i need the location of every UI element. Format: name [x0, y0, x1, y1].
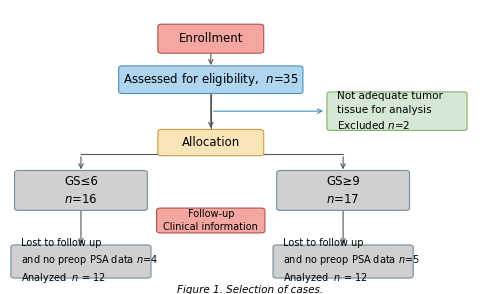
- Text: GS≤6
$n$=16: GS≤6 $n$=16: [64, 175, 98, 206]
- FancyBboxPatch shape: [158, 24, 264, 53]
- FancyBboxPatch shape: [273, 245, 413, 278]
- FancyBboxPatch shape: [327, 92, 467, 131]
- FancyBboxPatch shape: [11, 245, 151, 278]
- FancyBboxPatch shape: [276, 171, 409, 211]
- FancyBboxPatch shape: [14, 171, 147, 211]
- Text: Assessed for eligibility,  $n$=35: Assessed for eligibility, $n$=35: [123, 71, 298, 88]
- FancyBboxPatch shape: [158, 129, 264, 156]
- Text: Follow-up
Clinical information: Follow-up Clinical information: [164, 209, 258, 232]
- Text: Not adequate tumor
tissue for analysis
Excluded $n$=2: Not adequate tumor tissue for analysis E…: [337, 91, 443, 131]
- Text: Figure 1. Selection of cases.: Figure 1. Selection of cases.: [177, 285, 323, 294]
- Text: GS≥9
$n$=17: GS≥9 $n$=17: [326, 175, 360, 206]
- Text: Allocation: Allocation: [182, 136, 240, 149]
- Text: Lost to follow up
and no preop PSA data $n$=4
Analyzed  $n$ = 12: Lost to follow up and no preop PSA data …: [21, 238, 158, 285]
- Text: Enrollment: Enrollment: [178, 32, 243, 45]
- Text: Lost to follow up
and no preop PSA data $n$=5
Analyzed  $n$ = 12: Lost to follow up and no preop PSA data …: [284, 238, 420, 285]
- FancyBboxPatch shape: [118, 66, 303, 93]
- FancyBboxPatch shape: [156, 208, 265, 233]
